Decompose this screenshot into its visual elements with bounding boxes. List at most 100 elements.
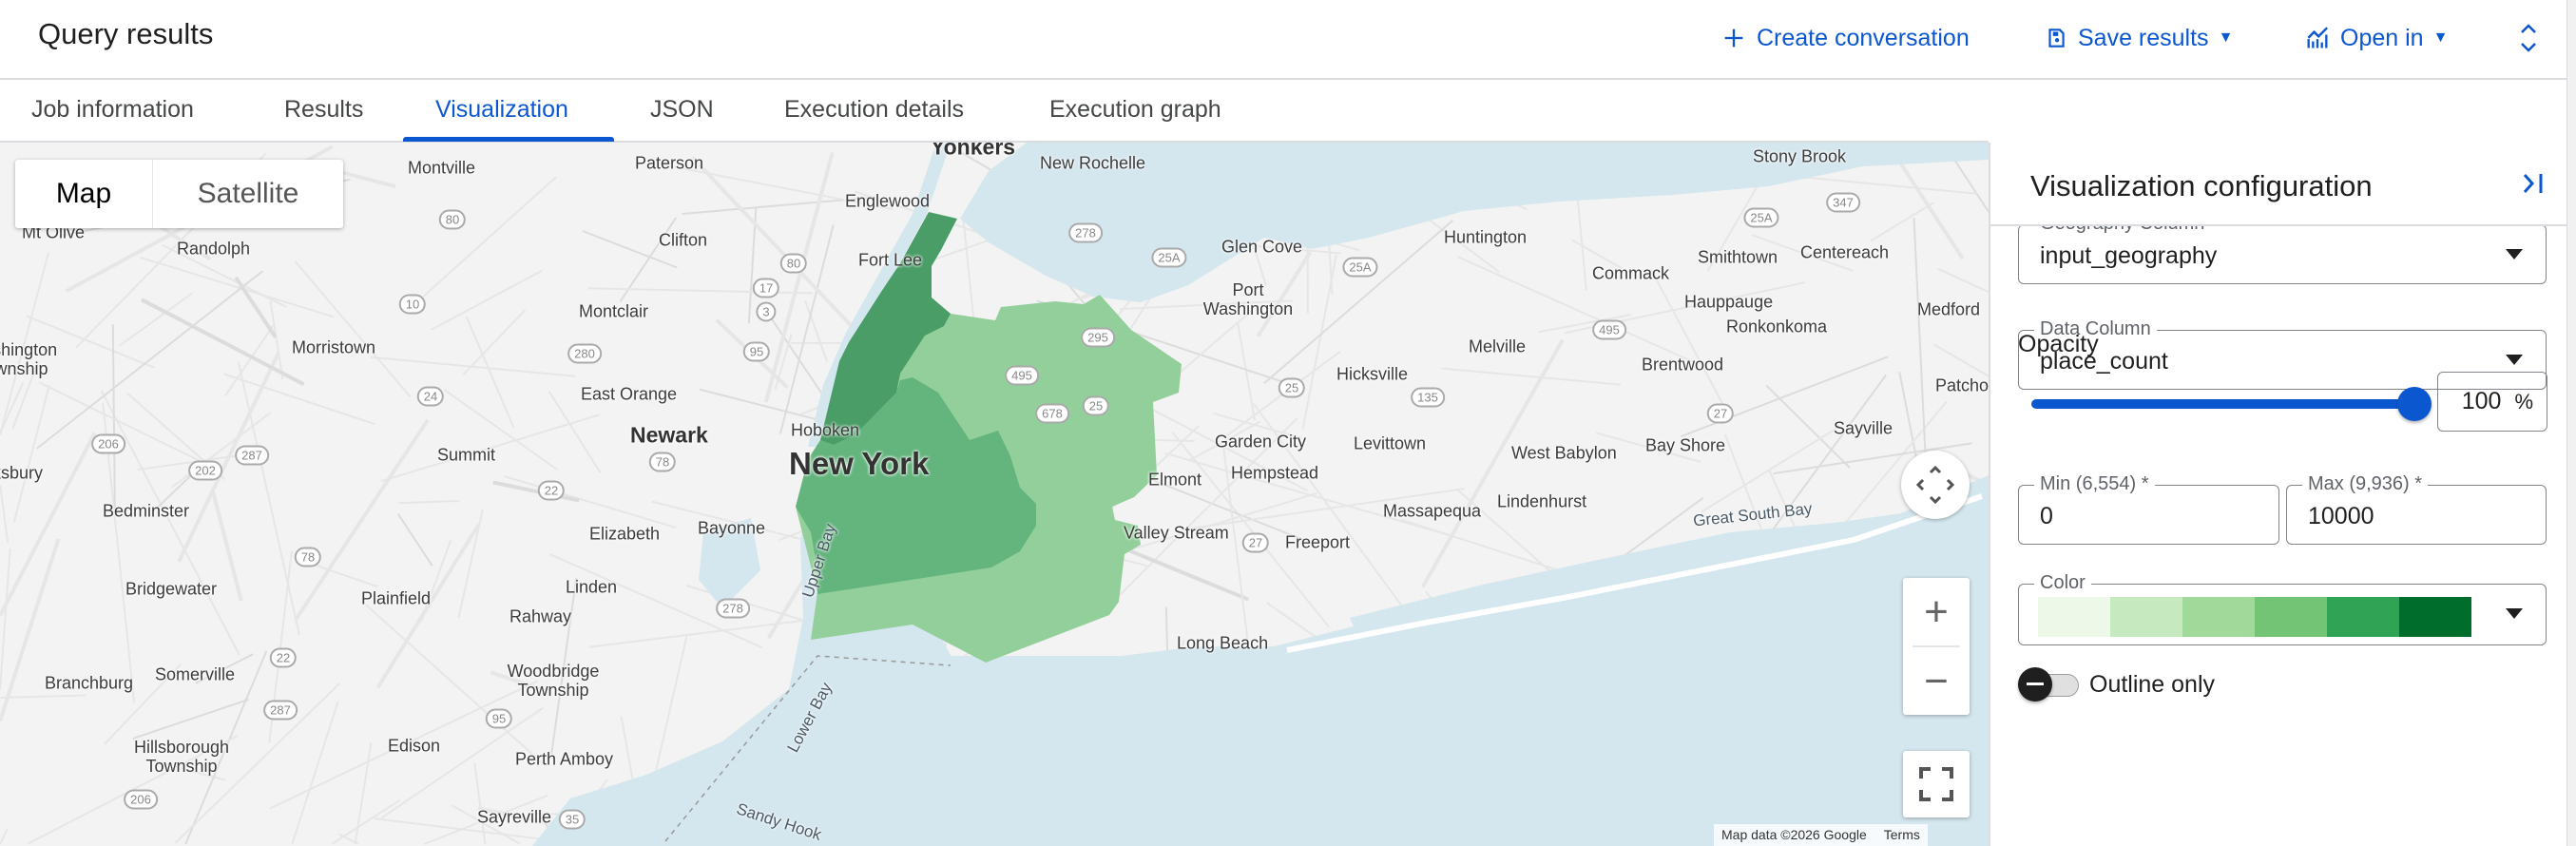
color-ramp xyxy=(2038,597,2471,637)
tab-results[interactable]: Results xyxy=(284,96,364,123)
highway-shield-icon: 25A xyxy=(1743,207,1779,228)
color-swatch xyxy=(2255,597,2327,637)
highway-shield-icon: 135 xyxy=(1411,387,1445,408)
highway-shield-icon: 25A xyxy=(1342,257,1378,278)
map-place-label: Perth Amboy xyxy=(515,749,614,769)
tab-execution-graph[interactable]: Execution graph xyxy=(1049,96,1221,123)
color-swatch xyxy=(2182,597,2255,637)
move-arrows-icon xyxy=(1916,466,1954,504)
map-place-label: Fort Lee xyxy=(858,250,923,270)
highway-shield-icon: 278 xyxy=(1068,222,1103,243)
map-place-label: Sayville xyxy=(1834,418,1894,438)
map-place-label: Stony Brook xyxy=(1753,146,1847,166)
collapse-panel-button[interactable] xyxy=(2519,169,2547,202)
outline-only-toggle[interactable] xyxy=(2018,667,2081,702)
highway-shield-icon: 347 xyxy=(1826,192,1860,213)
opacity-slider[interactable] xyxy=(2031,399,2412,409)
color-swatch xyxy=(2399,597,2471,637)
map-place-label: New York xyxy=(789,446,930,481)
highway-shield-icon: 25 xyxy=(1278,377,1306,398)
map-place-label: Freeport xyxy=(1285,532,1351,552)
highway-shield-icon: 25A xyxy=(1151,247,1187,268)
zoom-out-button[interactable]: − xyxy=(1903,647,1970,715)
header: Query results Create conversation Save r… xyxy=(0,0,2566,80)
min-label: Min (6,554) * xyxy=(2034,473,2155,495)
color-swatch xyxy=(2327,597,2399,637)
map-place-label: Brentwood xyxy=(1642,355,1724,375)
color-scheme-select[interactable]: Color xyxy=(2018,572,2547,645)
ocean xyxy=(532,447,1989,846)
highway-shield-icon: 3 xyxy=(756,301,777,322)
highway-shield-icon: 206 xyxy=(124,789,158,810)
map-place-label: Port Washington xyxy=(1202,280,1294,318)
opacity-unit: % xyxy=(2514,389,2533,413)
geography-column-select[interactable]: Geography Column input_geography xyxy=(2018,226,2547,284)
map-place-label: Melville xyxy=(1469,336,1527,356)
attribution-text: Map data ©2026 Google xyxy=(1721,827,1867,842)
max-label: Max (9,936) * xyxy=(2302,473,2429,495)
terms-link[interactable]: Terms xyxy=(1883,827,1920,842)
map-place-label: Paterson xyxy=(635,153,704,173)
open-in-button[interactable]: Open in ▼ xyxy=(2304,19,2448,57)
tab-bar: Job information Results Visualization JS… xyxy=(0,81,1989,143)
tab-visualization[interactable]: Visualization xyxy=(435,96,568,123)
map-place-label: Branchburg xyxy=(45,673,134,693)
max-value: 10000 xyxy=(2308,503,2374,529)
zoom-in-button[interactable]: + xyxy=(1903,578,1970,645)
panel-body: Geography Column input_geography Data Co… xyxy=(1990,226,2568,846)
tab-execution-details[interactable]: Execution details xyxy=(784,96,965,123)
newark-bay xyxy=(699,518,760,608)
expand-collapse-button[interactable] xyxy=(2517,19,2540,57)
region-manhattan[interactable] xyxy=(820,212,957,445)
save-results-button[interactable]: Save results ▼ xyxy=(2044,19,2233,57)
min-input[interactable]: Min (6,554) * 0 xyxy=(2018,473,2279,545)
max-input[interactable]: Max (9,936) * 10000 xyxy=(2286,473,2547,545)
map-place-label: Montville xyxy=(408,158,476,178)
map-place-label: Ronkonkoma xyxy=(1726,317,1828,336)
map-type-satellite-button[interactable]: Satellite xyxy=(197,178,299,209)
highway-shield-icon: 78 xyxy=(294,547,322,567)
map-place-label: Sayreville xyxy=(477,807,552,827)
minus-icon: − xyxy=(1924,657,1949,704)
tab-json[interactable]: JSON xyxy=(650,96,714,123)
water-bodies xyxy=(532,143,1989,846)
pan-control-button[interactable] xyxy=(1901,451,1970,519)
dropdown-caret-icon: ▼ xyxy=(2432,29,2449,46)
panel-title: Visualization configuration xyxy=(2030,169,2373,202)
map-canvas[interactable]: Montville Paterson New Rochelle Yonkers Ston… xyxy=(0,143,1989,846)
divider xyxy=(1913,645,1960,647)
tab-job-information[interactable]: Job information xyxy=(31,96,194,123)
map-place-label: Washington Township xyxy=(0,340,58,378)
page-scrollbar[interactable] xyxy=(2566,0,2576,846)
map-place-label: Commack xyxy=(1592,263,1670,283)
open-in-label: Open in xyxy=(2340,24,2424,51)
data-column-select[interactable]: Data Column place_count xyxy=(2018,318,2547,390)
map-place-label: Glen Cove xyxy=(1221,237,1303,257)
highway-shield-icon: 17 xyxy=(752,278,780,298)
toggle-knob-minus-icon xyxy=(2018,667,2052,702)
map-place-label: Summit xyxy=(437,445,496,465)
save-results-label: Save results xyxy=(2078,24,2209,51)
map-type-map-button[interactable]: Map xyxy=(15,160,153,228)
highway-shield-icon: 295 xyxy=(1081,327,1115,348)
map-place-label: Lindenhurst xyxy=(1497,491,1587,511)
opacity-input[interactable]: 100 % xyxy=(2437,372,2547,432)
opacity-slider-thumb[interactable] xyxy=(2397,387,2432,421)
great-south-bay xyxy=(1350,475,1989,639)
visualization-config-panel: Visualization configuration Geography Co… xyxy=(1989,143,2568,846)
fullscreen-button[interactable] xyxy=(1903,751,1970,817)
highway-shield-icon: 22 xyxy=(269,647,298,668)
outline-only-label: Outline only xyxy=(2089,671,2216,698)
map-place-label: Edison xyxy=(388,736,441,756)
map-place-label: Valley Stream xyxy=(1124,523,1229,543)
highway-shield-icon: 495 xyxy=(1592,319,1626,340)
map-place-label: Hempstead xyxy=(1231,463,1319,483)
region-brooklyn[interactable] xyxy=(796,377,1036,594)
dropdown-caret-icon: ▼ xyxy=(2218,29,2234,46)
highway-shield-icon: 27 xyxy=(1706,403,1735,424)
color-label: Color xyxy=(2034,572,2091,594)
highway-shield-icon: 22 xyxy=(537,480,566,501)
create-conversation-button[interactable]: Create conversation xyxy=(1721,19,1970,57)
dropdown-arrow-icon xyxy=(2506,608,2523,619)
plus-icon xyxy=(1724,29,1743,48)
